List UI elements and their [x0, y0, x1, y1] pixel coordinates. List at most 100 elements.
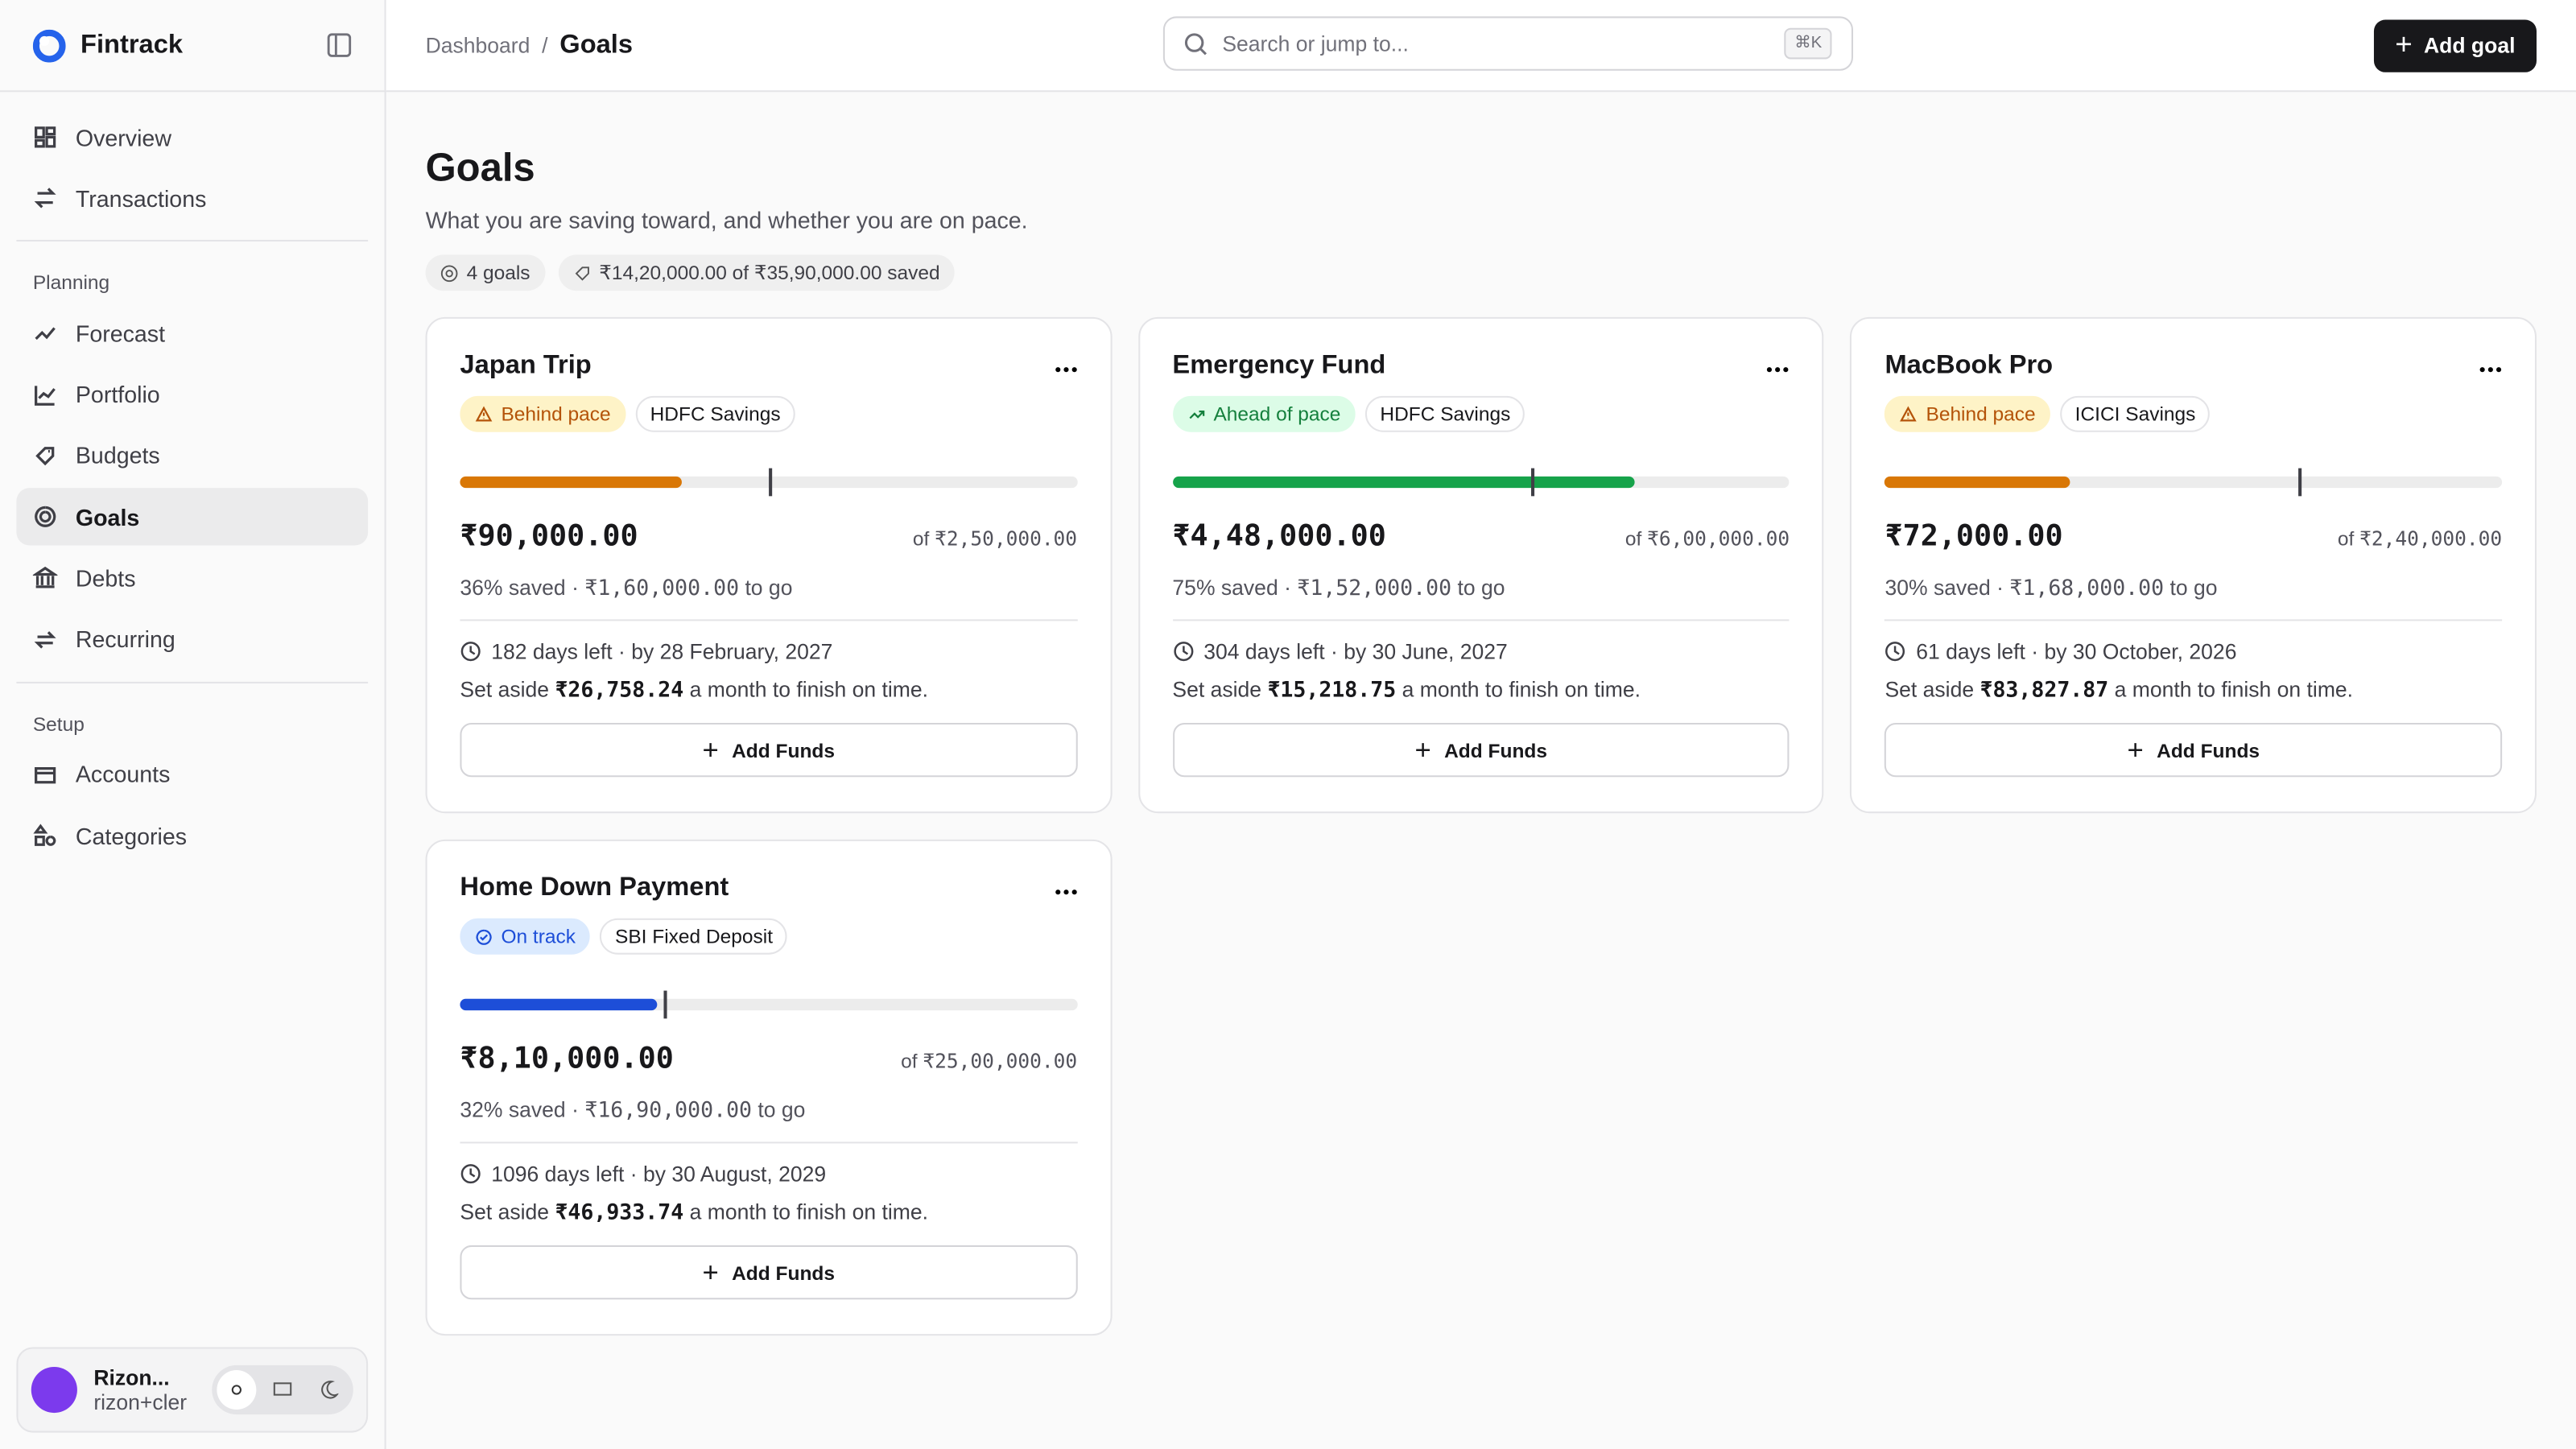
amounts: ₹90,000.00 of ₹2,50,000.00: [460, 519, 1077, 554]
goal-name: MacBook Pro: [1885, 351, 2054, 380]
nav-label: Budgets: [75, 442, 160, 469]
nav-label: Recurring: [75, 626, 175, 653]
nav-label: Debts: [75, 565, 136, 592]
remaining-suffix: to go: [758, 1097, 806, 1122]
nav-item[interactable]: Recurring: [16, 611, 368, 668]
set-aside: Set aside ₹26,758.24 a month to finish o…: [460, 677, 1077, 704]
more-button[interactable]: [2479, 352, 2503, 382]
nav-item[interactable]: Debts: [16, 550, 368, 607]
progress-label: 32% saved: [460, 1097, 566, 1122]
chip: ₹14,20,000.00 of ₹35,90,000.00 saved: [558, 254, 955, 291]
goal-card: Emergency Fund Ahead of pace HDFC Savings ₹…: [1137, 316, 1824, 814]
target-amount: ₹6,00,000.00: [1647, 527, 1790, 551]
nav-item[interactable]: Budgets: [16, 427, 368, 484]
amounts: ₹8,10,000.00 of ₹25,00,000.00: [460, 1042, 1077, 1076]
saved-amount: ₹90,000.00: [460, 518, 638, 554]
more-button[interactable]: [1054, 352, 1077, 382]
deadline: 1096 days left · by 30 August, 2029: [460, 1161, 1077, 1187]
goal-grid: Japan Trip Behind pace HDFC Savings ₹90,000…: [425, 316, 2537, 1336]
set-aside-suffix: a month to finish on time.: [2114, 676, 2354, 702]
chip-text: 4 goals: [466, 261, 530, 285]
separator: ·: [572, 1097, 579, 1122]
nav-item[interactable]: Forecast: [16, 304, 368, 361]
nav-item[interactable]: Accounts: [16, 745, 368, 803]
remaining-amount: ₹1,60,000.00: [584, 576, 740, 601]
set-aside: Set aside ₹46,933.74 a month to finish o…: [460, 1199, 1077, 1226]
saved-amount: ₹72,000.00: [1885, 518, 2063, 554]
deadline: 182 days left · by 28 February, 2027: [460, 638, 1077, 664]
pace-marker: [2298, 468, 2302, 497]
set-aside-prefix: Set aside: [1885, 676, 1975, 702]
badges: On track SBI Fixed Deposit: [460, 918, 1077, 955]
goal-name: Home Down Payment: [460, 873, 729, 902]
add-funds-button[interactable]: + Add Funds: [460, 1245, 1078, 1300]
deadline: 61 days left · by 30 October, 2026: [1885, 639, 2502, 663]
nav-item[interactable]: Portfolio: [16, 365, 368, 423]
target-prefix: of: [912, 527, 930, 551]
saved-amount: ₹8,10,000.00: [460, 1041, 674, 1076]
nav-label: Forecast: [75, 320, 166, 347]
monthly-amount: ₹83,827.87: [1979, 678, 2109, 704]
target-amount: ₹25,00,000.00: [923, 1050, 1078, 1073]
progress-fill: [460, 476, 683, 489]
nav-item[interactable]: Categories: [16, 807, 368, 864]
set-aside-prefix: Set aside: [460, 676, 550, 702]
set-aside-suffix: a month to finish on time.: [689, 1199, 929, 1224]
target: of ₹2,40,000.00: [2338, 527, 2502, 551]
nav-item[interactable]: Overview: [16, 109, 368, 166]
separator: ·: [1996, 575, 2004, 600]
breadcrumb-sep: /: [542, 31, 548, 57]
remaining-amount: ₹1,52,000.00: [1297, 576, 1452, 601]
add-funds-button[interactable]: + Add Funds: [1172, 722, 1790, 778]
divider: [16, 240, 369, 242]
section-label: Planning: [32, 271, 110, 295]
progress-label: 75% saved: [1172, 575, 1278, 600]
nav-item[interactable]: Transactions: [16, 170, 368, 227]
search[interactable]: Search or jump to... ⌘K: [1162, 16, 1854, 71]
remaining: 32% saved · ₹16,90,000.00 to go: [460, 1097, 1077, 1124]
nav-item[interactable]: Goals: [16, 488, 369, 546]
status-badge: Behind pace: [1885, 395, 2051, 432]
theme-toggle[interactable]: [212, 1364, 353, 1415]
divider: [1885, 619, 2503, 621]
remaining-suffix: to go: [1457, 575, 1505, 600]
badges: Ahead of pace HDFC Savings: [1172, 395, 1790, 432]
add-goal-button[interactable]: + Add goal: [2373, 19, 2537, 72]
deadline-text: 182 days left · by 28 February, 2027: [491, 638, 833, 664]
brand: Fintrack: [0, 0, 385, 93]
add-funds-button[interactable]: + Add Funds: [1885, 722, 2503, 778]
target-prefix: of: [901, 1050, 918, 1073]
account-badge: HDFC Savings: [635, 395, 795, 432]
nav-label: Goals: [75, 503, 140, 530]
search-placeholder: Search or jump to...: [1222, 31, 1409, 56]
target: of ₹25,00,000.00: [901, 1050, 1077, 1073]
separator: ·: [572, 575, 579, 600]
separator: ·: [1284, 575, 1291, 600]
deadline: 304 days left · by 30 June, 2027: [1172, 639, 1790, 663]
card-header: Emergency Fund: [1172, 352, 1790, 382]
add-funds-button[interactable]: + Add Funds: [460, 722, 1078, 778]
remaining-suffix: to go: [745, 575, 793, 600]
target-amount: ₹2,40,000.00: [2359, 527, 2503, 551]
breadcrumb[interactable]: Dashboard: [425, 31, 530, 57]
remaining: 36% saved · ₹1,60,000.00 to go: [460, 575, 1077, 601]
chip: 4 goals: [425, 254, 545, 291]
target-prefix: of: [2337, 527, 2355, 551]
deadline-text: 1096 days left · by 30 August, 2029: [491, 1161, 827, 1187]
shortcut: ⌘K: [1784, 27, 1832, 60]
more-button[interactable]: [1054, 874, 1077, 904]
progress-track: [1885, 468, 2503, 497]
divider: [1172, 619, 1790, 621]
remaining-amount: ₹1,68,000.00: [2009, 576, 2165, 601]
target: of ₹2,50,000.00: [913, 527, 1077, 551]
amounts: ₹4,48,000.00 of ₹6,00,000.00: [1172, 519, 1790, 554]
page-subtitle: What you are saving toward, and whether …: [425, 207, 1028, 233]
user-card[interactable]: Rizon... rizon+cler: [16, 1347, 369, 1433]
add-funds-label: Add Funds: [2157, 738, 2260, 762]
brand-name: Fintrack: [80, 30, 184, 59]
card-header: Home Down Payment: [460, 874, 1077, 904]
more-button[interactable]: [1767, 352, 1790, 382]
add-funds-label: Add Funds: [732, 738, 835, 762]
nav-label: Transactions: [75, 185, 207, 212]
